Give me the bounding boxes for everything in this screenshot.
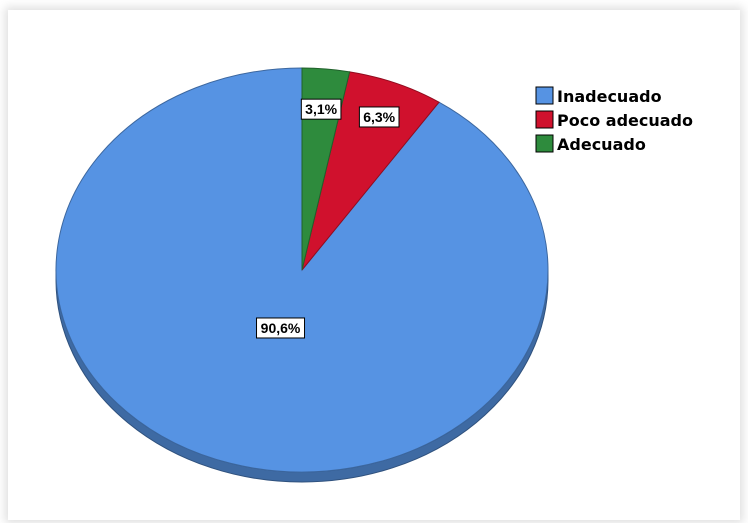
legend-item-adecuado-label: Adecuado [557, 135, 646, 154]
value-label-poco-adecuado-box [358, 106, 400, 128]
value-label-adecuado-box [300, 98, 342, 120]
value-label-inadecuado: 90,6% [256, 317, 306, 339]
value-label-adecuado-text: 3,1% [305, 101, 337, 117]
legend-item-inadecuado: Inadecuado [535, 86, 662, 106]
legend-item-inadecuado-swatch [535, 86, 554, 105]
value-label-poco-adecuado: 6,3% [358, 106, 400, 128]
value-label-inadecuado-box [256, 317, 306, 339]
legend-item-adecuado: Adecuado [535, 134, 646, 154]
pie-slices [55, 67, 549, 473]
value-label-adecuado: 3,1% [300, 98, 342, 120]
value-label-poco-adecuado-text: 6,3% [363, 109, 395, 125]
pie-labels: 90,6% 6,3% 3,1% [256, 98, 400, 339]
legend-item-poco-adecuado-label: Poco adecuado [557, 111, 693, 130]
legend: Inadecuado Poco adecuado Adecuado [535, 86, 693, 154]
legend-item-poco-adecuado: Poco adecuado [535, 110, 693, 130]
value-label-inadecuado-text: 90,6% [261, 320, 301, 336]
legend-item-adecuado-swatch [535, 134, 554, 153]
legend-item-inadecuado-label: Inadecuado [557, 87, 662, 106]
legend-item-poco-adecuado-swatch [535, 110, 554, 129]
